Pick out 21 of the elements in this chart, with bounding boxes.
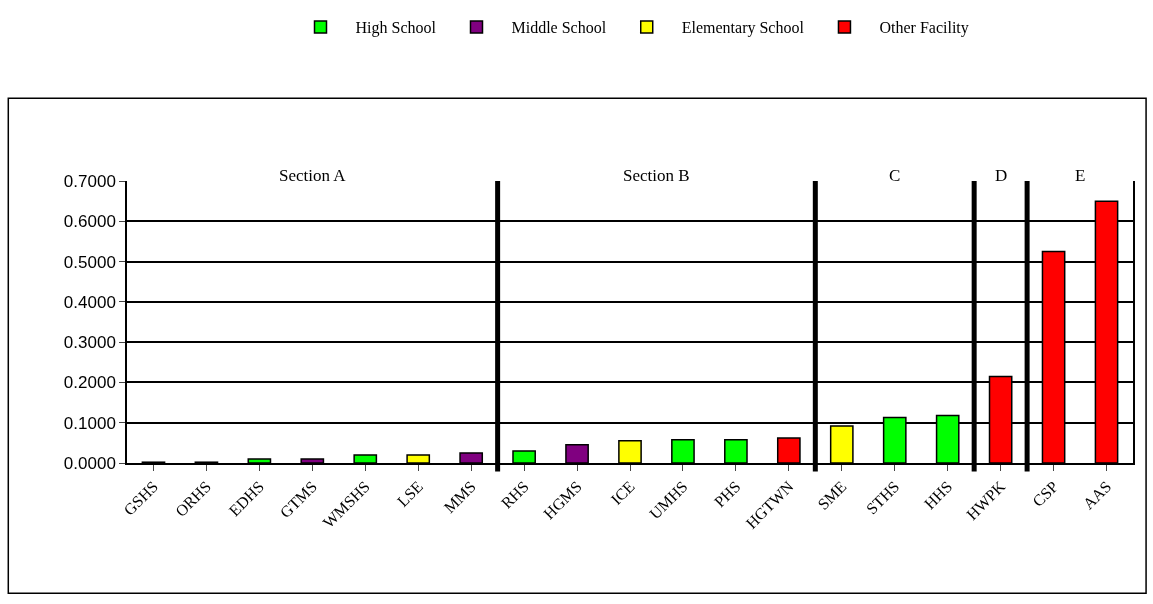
x-tick-label: LSE: [393, 477, 426, 510]
annotation: Section B: [623, 166, 690, 185]
y-tick-label: 0.3000: [63, 333, 116, 353]
y-tick-label: 0.4000: [63, 292, 116, 312]
x-tick-label: ICE: [607, 477, 638, 508]
x-tick-label: PHS: [710, 477, 744, 511]
x-tick-label: CSP: [1029, 477, 1062, 510]
annotation: Section A: [279, 166, 347, 185]
y-tick-label: 0.2000: [63, 373, 116, 393]
legend-label: Elementary School: [681, 19, 805, 38]
annotation: D: [995, 166, 1008, 185]
y-tick-label: 0.1000: [63, 413, 116, 433]
legend-label: High School: [355, 19, 437, 38]
annotation: C: [889, 166, 901, 185]
y-tick-label: 0.6000: [63, 212, 116, 232]
y-tick-label: 0.0000: [63, 453, 116, 473]
annotation: E: [1075, 166, 1086, 185]
legend-label: Other Facility: [879, 19, 969, 38]
y-tick-label: 0.5000: [63, 252, 116, 272]
legend-label: Middle School: [511, 19, 607, 37]
y-tick-label: 0.7000: [63, 171, 116, 191]
